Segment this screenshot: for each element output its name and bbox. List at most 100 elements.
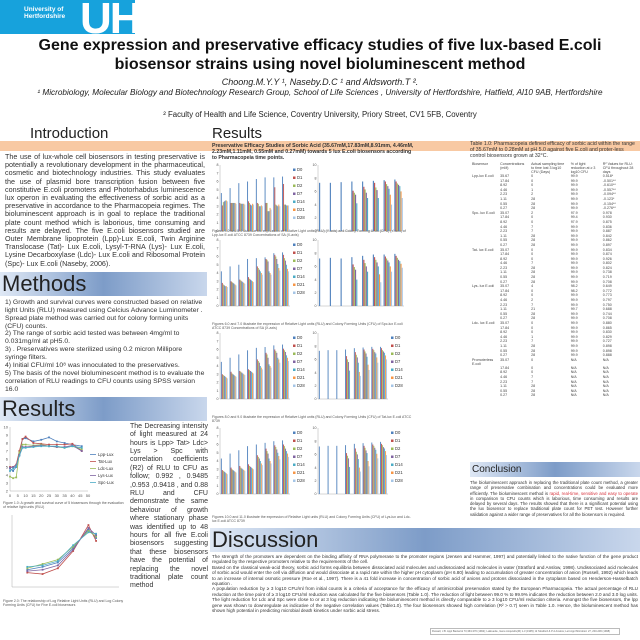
table-row: 4.46 7 N/A N/A [470, 375, 638, 380]
table-row: 17.84 0 99.4 0.930 [470, 215, 638, 220]
bar [386, 258, 388, 306]
data-point [55, 443, 58, 446]
table-cell: 0.898 [602, 343, 612, 348]
table-cell: 2 [531, 210, 534, 215]
bar [346, 356, 348, 399]
y-tick-label: 0 [315, 397, 317, 401]
table-cell: 99.9 [570, 256, 578, 261]
y-tick-label: 8 [315, 251, 317, 255]
bar [234, 471, 236, 494]
bar [259, 366, 261, 399]
y-tick-label: 4 [315, 371, 317, 375]
table-cell: N/A [602, 384, 609, 389]
table-cell: 8.92 [500, 256, 508, 261]
bar [384, 448, 386, 494]
bar [278, 204, 280, 231]
table-cell: -0.610** [602, 183, 616, 188]
bar [353, 443, 355, 494]
table-cell: -0.557** [602, 187, 616, 192]
series-line [27, 531, 97, 567]
bar [240, 467, 242, 494]
table-cell: N/A [602, 370, 609, 375]
table-cell: 4.46 [500, 187, 508, 192]
y-tick-label: 8 [315, 344, 317, 348]
table-cell: 0 [531, 365, 534, 370]
bar [259, 461, 261, 494]
data-point [26, 571, 29, 574]
figure-1-caption: Figure 1.0: A growth and survival curve … [3, 500, 124, 509]
table-cell: 0 [531, 247, 534, 252]
table-row: 0.27 28 99.9 0.897 [470, 243, 638, 248]
bar [232, 374, 234, 399]
bar [265, 448, 267, 494]
table-cell: N/A [570, 388, 577, 393]
table-cell: 35.07 [500, 357, 510, 362]
bar [384, 256, 386, 306]
table-cell: 0.27 [500, 279, 508, 284]
x-tick-label: 5 [17, 493, 20, 498]
legend-swatch [293, 275, 296, 278]
table-cell: 4.46 [500, 224, 508, 229]
methods-item: 2) The range of sorbic acid tested was b… [5, 330, 180, 346]
table-row: 1.11 28 99.9 0.738 [470, 270, 638, 275]
table-header: Actual sampling time to time lost 3 log1… [531, 162, 565, 174]
table-cell: 7 [531, 374, 534, 379]
table-header: R² Values for RLU: CFU throughout 28 day… [602, 162, 634, 174]
table-row: 0.27 28 99.9 -0.276** [470, 206, 638, 211]
bar [242, 282, 244, 306]
data-point [87, 526, 90, 529]
table-cell: 0.888 [602, 353, 612, 358]
table-cell: 99.9 [570, 238, 578, 243]
table-cell: 0 [531, 178, 534, 183]
table-cell: -0.501** [602, 178, 616, 183]
bar [266, 259, 268, 306]
legend-label: D0 [297, 167, 303, 172]
table-row: 4.46 2 99.9 0.797 [470, 298, 638, 303]
bar [286, 205, 288, 231]
table-row: Promoterless E.coli 35.07 0 N/A N/A [470, 358, 638, 366]
bar [241, 281, 243, 306]
table-cell: 0.727 [602, 339, 612, 344]
legend-label: D7 [297, 266, 303, 271]
bar [278, 359, 280, 399]
bar [247, 181, 249, 231]
bar [349, 466, 351, 494]
table-cell: 99.4 [570, 215, 578, 220]
legend-label: D2 [297, 446, 303, 451]
table-cell: 7 [531, 261, 534, 266]
bar [261, 206, 263, 231]
bar [233, 283, 235, 306]
table-row: 2.23 7 N/A N/A [470, 380, 638, 385]
bar [239, 202, 241, 231]
table-cell: 99.9 [570, 174, 578, 178]
bar [374, 447, 376, 494]
bar [396, 257, 398, 306]
bar [363, 186, 365, 231]
bar [251, 467, 253, 494]
data-point [9, 475, 11, 478]
legend-swatch [391, 344, 394, 347]
legend-label: D21 [297, 282, 305, 287]
table-cell: 21 [531, 307, 536, 312]
bar [347, 359, 349, 399]
table-cell: 0.708 [602, 279, 612, 284]
bar [380, 346, 382, 399]
x-tick-label: 20 [39, 493, 44, 498]
table-cell: 28 [531, 384, 536, 389]
x-tick-label: 35 [62, 493, 67, 498]
legend-swatch [293, 368, 296, 371]
bar [256, 455, 258, 494]
y-tick-label: 3 [217, 372, 219, 376]
bar [248, 464, 250, 494]
bar [232, 202, 234, 231]
x-tick-label: 15 [31, 493, 36, 498]
bar [376, 453, 378, 494]
legend-label: D1 [395, 438, 401, 443]
data-point [63, 443, 66, 446]
table-cell: 0.719 [602, 275, 612, 280]
data-point [71, 442, 74, 445]
legend-swatch [293, 283, 296, 286]
data-point [80, 446, 83, 449]
table-row: Tat- lux E.coli 35.07 0 99.9 0.834 [470, 248, 638, 253]
table-row: 4.46 1 99.9 0.829 [470, 335, 638, 340]
